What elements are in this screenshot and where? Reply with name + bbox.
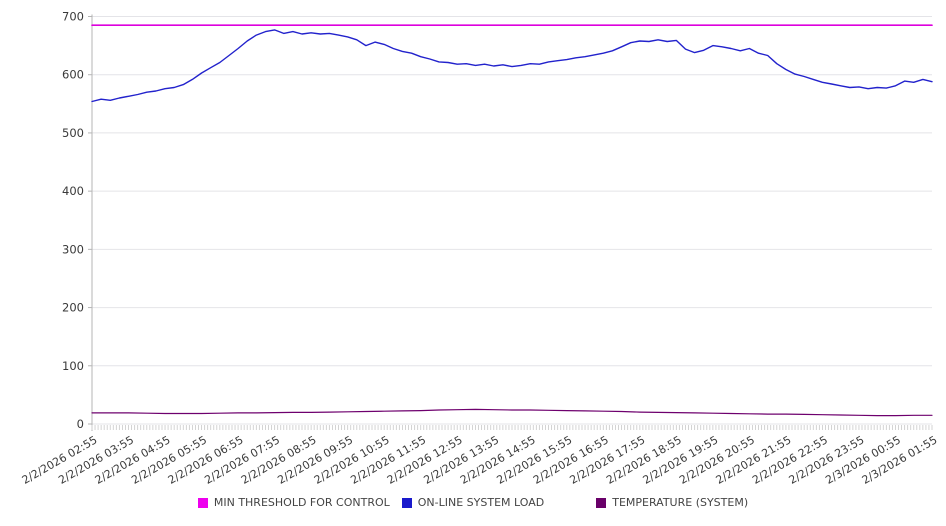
y-axis-label: 0 — [77, 417, 84, 431]
legend-label: MIN THRESHOLD FOR CONTROL — [213, 496, 390, 509]
legend-swatch-purple-icon — [596, 497, 607, 508]
series-line-on-line-system-load — [91, 29, 933, 103]
legend-item-system-load[interactable]: ON-LINE SYSTEM LOAD — [401, 496, 545, 509]
legend-swatch-blue-icon — [401, 497, 412, 508]
y-axis-label: 600 — [62, 68, 84, 82]
series-line-temperature-system- — [91, 408, 933, 417]
legend-label: ON-LINE SYSTEM LOAD — [417, 496, 545, 509]
legend-item-min-threshold[interactable]: MIN THRESHOLD FOR CONTROL — [197, 496, 390, 509]
legend-label: TEMPERATURE (SYSTEM) — [612, 496, 749, 509]
y-axis-label: 100 — [62, 359, 84, 373]
legend-swatch-magenta-icon — [197, 497, 208, 508]
y-axis-label: 300 — [62, 242, 84, 256]
y-axis-label: 700 — [62, 10, 84, 24]
y-axis-label: 500 — [62, 126, 84, 140]
y-axis-label: 200 — [62, 301, 84, 315]
legend-item-temperature[interactable]: TEMPERATURE (SYSTEM) — [596, 496, 748, 509]
y-axis-label: 400 — [62, 184, 84, 198]
chart-legend: MIN THRESHOLD FOR CONTROL ON-LINE SYSTEM… — [0, 496, 946, 509]
